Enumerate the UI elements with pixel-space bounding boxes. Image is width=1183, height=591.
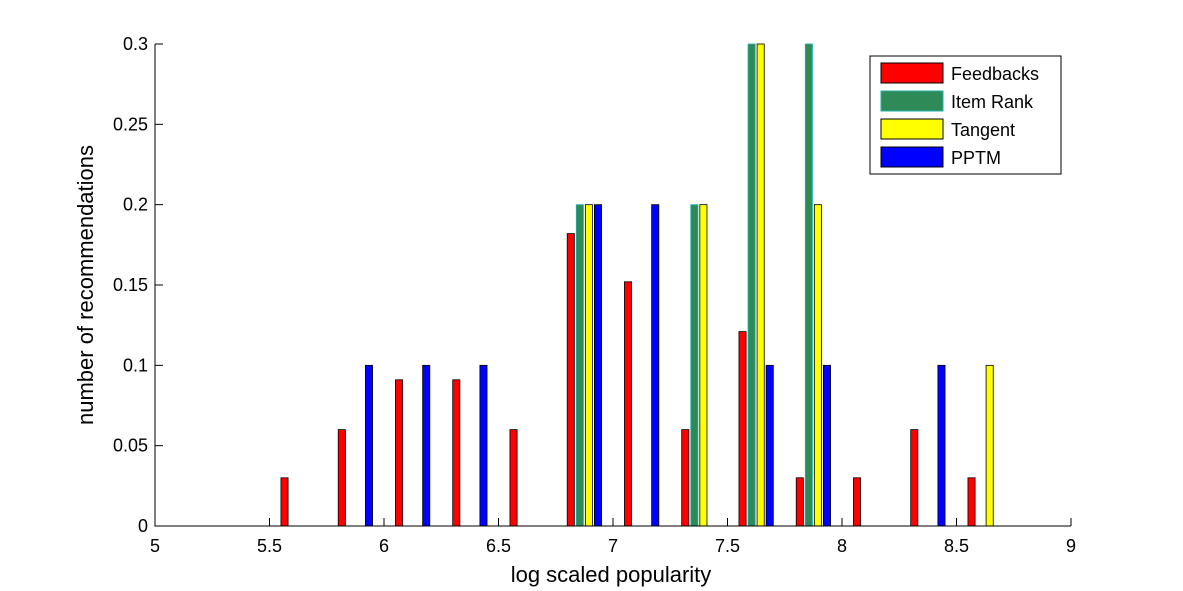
bar-tangent-9 bbox=[699, 204, 708, 527]
bar-item-rank-11 bbox=[804, 43, 813, 527]
bar-feedbacks-2 bbox=[280, 477, 289, 527]
x-tick-label: 6.5 bbox=[486, 536, 511, 556]
bar-item-rank-9 bbox=[690, 204, 699, 527]
x-tick-label: 6 bbox=[379, 536, 389, 556]
legend-label-pptm: PPTM bbox=[951, 148, 1001, 168]
bar-feedbacks-10 bbox=[738, 331, 747, 527]
y-tick-label: 0.25 bbox=[113, 114, 148, 134]
x-tick-label: 7 bbox=[608, 536, 618, 556]
x-tick-label: 9 bbox=[1066, 536, 1076, 556]
bar-feedbacks-8 bbox=[624, 281, 633, 527]
x-tick-label: 8.5 bbox=[944, 536, 969, 556]
y-tick-label: 0.1 bbox=[123, 355, 148, 375]
bar-feedbacks-12 bbox=[853, 477, 862, 527]
legend-swatch-pptm bbox=[880, 146, 944, 168]
bar-pptm-5 bbox=[479, 364, 488, 527]
legend: Feedbacks Item Rank Tangent PPTM bbox=[869, 55, 1062, 175]
bar-feedbacks-4 bbox=[395, 379, 404, 527]
y-axis-title: number of recommendations bbox=[73, 145, 98, 425]
bar-pptm-10 bbox=[765, 364, 774, 527]
bar-feedbacks-9 bbox=[681, 429, 690, 527]
bar-pptm-7 bbox=[593, 204, 602, 527]
x-tick-label: 8 bbox=[837, 536, 847, 556]
bar-feedbacks-3 bbox=[337, 429, 346, 527]
bar-pptm-8 bbox=[651, 204, 660, 527]
bar-pptm-11 bbox=[822, 364, 831, 527]
legend-swatch-feedbacks bbox=[880, 62, 944, 84]
x-tick-label: 7.5 bbox=[715, 536, 740, 556]
bar-feedbacks-11 bbox=[795, 477, 804, 527]
bar-feedbacks-14 bbox=[967, 477, 976, 527]
bar-tangent-11 bbox=[813, 204, 822, 527]
bar-pptm-4 bbox=[422, 364, 431, 527]
bar-pptm-3 bbox=[364, 364, 373, 527]
bar-feedbacks-13 bbox=[910, 429, 919, 527]
bar-pptm-13 bbox=[937, 364, 946, 527]
bar-tangent-14 bbox=[985, 364, 994, 527]
legend-label-tangent: Tangent bbox=[951, 120, 1015, 140]
bar-tangent-10 bbox=[756, 43, 765, 527]
bar-feedbacks-7 bbox=[566, 233, 575, 527]
x-tick-label: 5 bbox=[150, 536, 160, 556]
x-axis-title: log scaled popularity bbox=[511, 562, 712, 587]
legend-swatch-tangent bbox=[880, 118, 944, 140]
bar-item-rank-7 bbox=[575, 204, 584, 527]
legend-swatch-item-rank bbox=[880, 90, 944, 112]
legend-label-feedbacks: Feedbacks bbox=[951, 64, 1039, 84]
x-tick-label: 5.5 bbox=[257, 536, 282, 556]
y-tick-label: 0.3 bbox=[123, 34, 148, 54]
bar-feedbacks-5 bbox=[452, 379, 461, 527]
y-tick-label: 0.15 bbox=[113, 275, 148, 295]
y-tick-label: 0 bbox=[138, 516, 148, 536]
bar-tangent-7 bbox=[584, 204, 593, 527]
axes-group: 5 5.5 6 6.5 7 7.5 8 8.5 9 0 0.05 0.1 0.15 0.2 0.25 0.3 bbox=[113, 34, 1076, 556]
y-tick-label: 0.2 bbox=[123, 195, 148, 215]
bar-item-rank-10 bbox=[747, 43, 756, 527]
y-tick-label: 0.05 bbox=[113, 436, 148, 456]
legend-label-item-rank: Item Rank bbox=[951, 92, 1034, 112]
bar-feedbacks-6 bbox=[509, 429, 518, 527]
